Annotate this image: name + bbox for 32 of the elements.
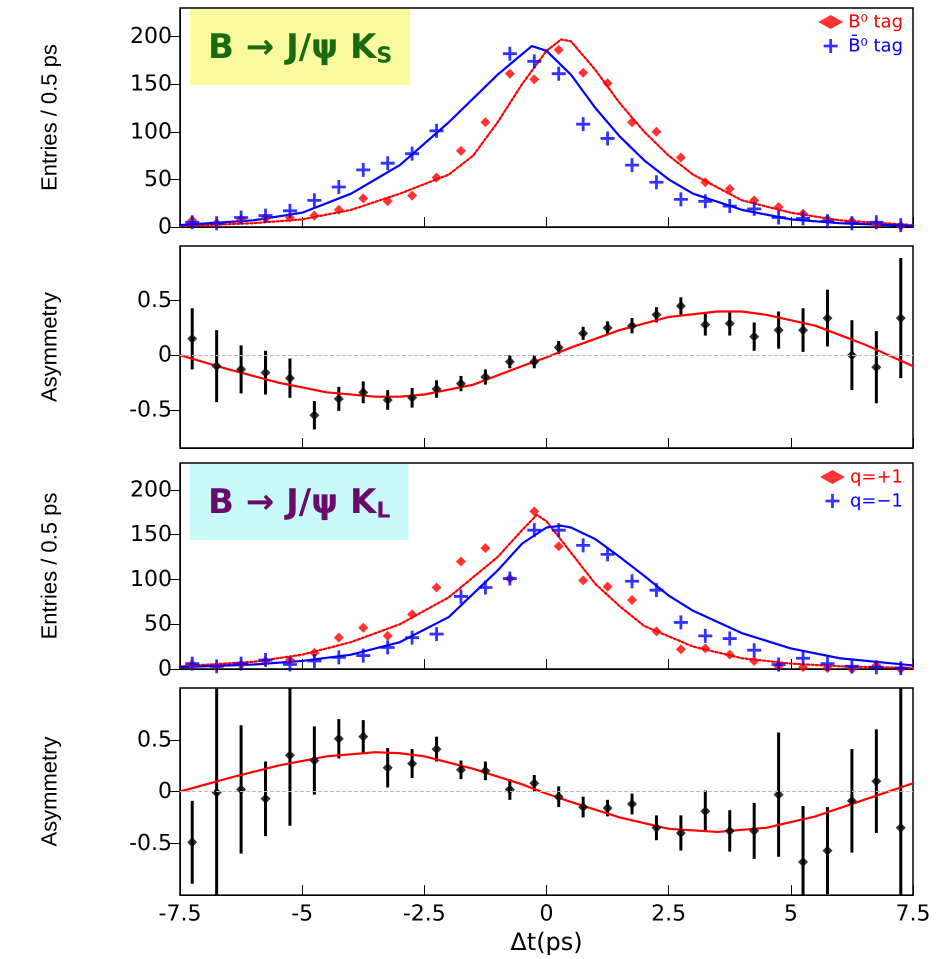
y-tick-label: 150 — [130, 72, 172, 97]
x-tick-label: -2.5 — [402, 902, 446, 927]
legend-label: q=−1 — [850, 490, 904, 512]
y-tick-label: 0.5 — [137, 727, 172, 752]
y-tick-label: 200 — [130, 24, 172, 50]
y-axis-title: Entries / 0.5 ps — [36, 492, 62, 640]
x-tick-label: 0 — [540, 902, 554, 927]
x-tick-label: -7.5 — [158, 902, 202, 927]
y-tick-label: 150 — [130, 522, 172, 548]
y-tick-label: 100 — [130, 119, 172, 144]
y-axis-title: Entries / 0.5 ps — [36, 44, 62, 191]
x-tick-label: 7.5 — [896, 902, 930, 927]
y-tick-label: 0 — [158, 342, 172, 368]
y-tick-label: 0 — [158, 214, 172, 240]
legend-label: B̄⁰ tag — [848, 34, 904, 56]
y-tick-label: 100 — [130, 566, 172, 592]
y-tick-label: 200 — [130, 477, 172, 502]
y-tick-label: 0.5 — [137, 288, 172, 314]
y-tick-label: -0.5 — [129, 397, 172, 422]
y-axis-title: Asymmetry — [36, 736, 62, 847]
y-tick-label: 50 — [144, 612, 172, 637]
x-tick-label: 2.5 — [651, 902, 686, 927]
y-axis-title: Asymmetry — [36, 292, 62, 402]
legend-label: B⁰ tag — [848, 12, 904, 32]
y-tick-label: 50 — [144, 166, 172, 192]
legend-label: q=+1 — [850, 466, 904, 488]
x-axis-title: Δt(ps) — [510, 928, 583, 956]
y-tick-label: 0 — [158, 656, 172, 682]
y-tick-label: -0.5 — [129, 830, 172, 856]
y-tick-label: 0 — [158, 779, 172, 804]
x-tick-label: -5 — [291, 902, 314, 927]
x-tick-label: 5 — [784, 902, 798, 927]
